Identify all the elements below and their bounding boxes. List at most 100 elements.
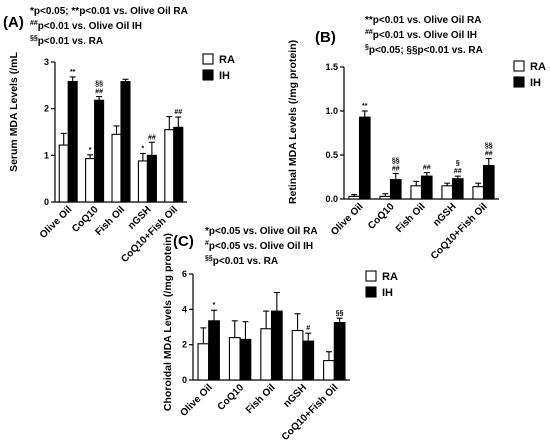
y-tick-label: 0 [44, 197, 49, 207]
bar-ih [120, 81, 131, 203]
y-tick-label: 1.5 [325, 62, 338, 72]
y-tick-label: 0 [182, 375, 187, 385]
legend-swatch-ih [513, 76, 525, 88]
legend-swatch-ra [513, 60, 525, 72]
significance-mark: ## [485, 151, 493, 158]
bar-ra [291, 329, 304, 381]
significance-mark: § [456, 160, 460, 167]
significance-mark: §§ [336, 310, 344, 317]
panel-label: (C) [173, 233, 194, 250]
bar-ra [58, 144, 69, 203]
significance-mark: ## [392, 165, 400, 172]
y-tick-label: 2 [182, 340, 187, 350]
note-text: p<0.05; §§p<0.01 vs. RA [369, 45, 483, 56]
note-superscript: §§ [30, 35, 38, 42]
bar-ra [137, 160, 148, 203]
note-superscript: ## [365, 29, 373, 36]
significance-mark: ## [148, 134, 156, 141]
significance-mark: ## [454, 168, 462, 175]
significance-mark: ## [95, 89, 103, 96]
significance-mark: §§ [392, 157, 400, 164]
bar-ra [111, 133, 122, 203]
significance-mark: ** [70, 69, 76, 76]
bar-ih [208, 320, 220, 381]
bar-ra [441, 185, 454, 200]
panel-label: (B) [315, 29, 336, 46]
bar-ra [85, 158, 96, 203]
bar-ih [302, 340, 315, 381]
bar-ih [482, 165, 495, 200]
bar-ra [348, 195, 361, 200]
y-axis-label: Choroidal MDA Levels (/mg protein) [162, 233, 174, 411]
bar-ih [389, 179, 402, 200]
bar-ih [451, 178, 464, 200]
legend-label: RA [382, 271, 398, 283]
y-tick-label: 6 [182, 269, 187, 279]
significance-mark: # [306, 325, 310, 332]
bar-ih [270, 310, 283, 381]
legend-label: RA [530, 61, 546, 73]
y-axis-label: Serum MDA Levels (/mL [8, 52, 20, 172]
legend-label: IH [219, 70, 230, 82]
bar-ra [260, 328, 273, 381]
significance-note: *p<0.05; **p<0.01 vs. Olive Oil RA [30, 6, 188, 17]
legend-label: IH [382, 287, 393, 299]
y-tick-label: 1 [44, 150, 49, 160]
significance-note: #p<0.05 vs. Olive Oil IH [205, 240, 313, 252]
x-tick-label: CoQ10+Fish Oil [429, 201, 490, 262]
significance-note: **p<0.01 vs. Olive Oil RA [365, 15, 481, 26]
chart-panel-b: (B)**p<0.01 vs. Olive Oil RA##p<0.01 vs.… [287, 15, 546, 262]
y-tick-label: 2 [44, 104, 49, 114]
bar-ih [146, 154, 157, 203]
bar-ra [410, 185, 423, 200]
significance-note: *p<0.05 vs. Olive Oil RA [205, 226, 318, 237]
bar-ih [94, 99, 105, 203]
bar-ih [173, 126, 184, 203]
y-axis-label: Retinal MDA Levels (/mg protein) [287, 40, 299, 204]
note-superscript: §§ [205, 255, 213, 262]
significance-mark: * [89, 147, 92, 154]
note-superscript: § [365, 44, 369, 51]
note-text: p<0.01 vs. Olive Oil IH [373, 30, 477, 41]
note-text: p<0.01 vs. Olive Oil IH [38, 21, 142, 32]
x-tick-label: Olive Oil [178, 382, 215, 419]
legend-label: RA [219, 54, 235, 66]
legend-swatch-ih [202, 69, 214, 81]
significance-note: §p<0.05; §§p<0.01 vs. RA [365, 44, 483, 56]
x-tick-label: Fish Oil [93, 204, 127, 238]
panel-label: (A) [3, 14, 24, 31]
note-superscript: ## [30, 20, 38, 27]
significance-mark: §§ [95, 81, 103, 88]
legend-swatch-ih [365, 286, 377, 298]
bar-ra [228, 337, 241, 381]
significance-mark: §§ [485, 143, 493, 150]
y-tick-label: 0.0 [325, 194, 338, 204]
bar-ih [358, 116, 371, 200]
y-tick-label: 0.5 [325, 150, 338, 160]
significance-mark: ## [423, 165, 431, 172]
x-tick-label: nGSH [431, 201, 458, 228]
note-superscript: # [205, 240, 209, 247]
x-tick-label: Olive Oil [38, 204, 75, 241]
y-tick-label: 1.0 [325, 106, 338, 116]
legend-swatch-ra [365, 270, 377, 282]
x-tick-label: Fish Oil [244, 382, 278, 416]
y-tick-label: 4 [182, 304, 187, 314]
y-tick-label: 3 [44, 57, 49, 67]
x-tick-label: Fish Oil [394, 201, 428, 235]
x-tick-label: nGSH [282, 382, 309, 409]
bar-ih [420, 175, 433, 200]
chart-panel-c: (C) *p<0.05 vs. Olive Oil RA #p<0.05 vs. O… [162, 226, 398, 440]
bar-ra [164, 129, 175, 203]
legend-label: IH [530, 77, 541, 89]
x-tick-label: CoQ10 [366, 201, 397, 232]
significance-mark: ## [174, 109, 182, 116]
bar-ra [197, 343, 210, 381]
significance-note: §§p<0.01 vs. RA [205, 255, 278, 267]
significance-note: §§p<0.01 vs. RA [30, 35, 103, 47]
note-text: p<0.01 vs. RA [38, 36, 103, 47]
bar-ih [239, 338, 252, 381]
chart-panel-a: (A)*p<0.05; **p<0.01 vs. Olive Oil RA##p… [3, 6, 235, 265]
